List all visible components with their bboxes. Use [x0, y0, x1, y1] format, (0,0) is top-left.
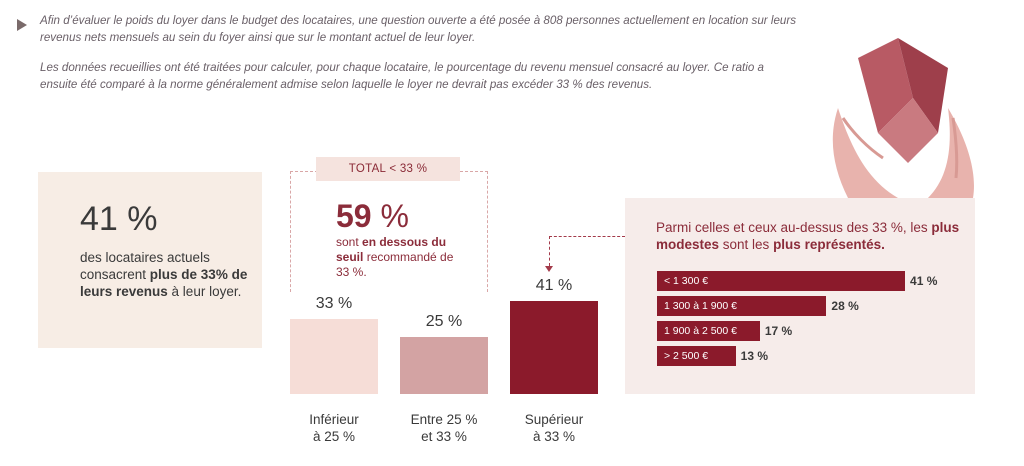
connector-line	[549, 236, 625, 237]
title-part: sont les	[719, 237, 774, 252]
income-bar: 1 300 à 1 900 €	[657, 296, 827, 316]
intro-paragraph-1: Afin d’évaluer le poids du loyer dans le…	[40, 14, 797, 44]
total-tag: TOTAL < 33 %	[316, 157, 460, 181]
summary-panel	[38, 172, 262, 348]
income-breakdown-title: Parmi celles et ceux au-dessus des 33 %,…	[656, 219, 966, 253]
income-bar-value: 28 %	[831, 299, 859, 313]
category-label: Entre 25 % et 33 %	[410, 412, 478, 444]
summary-text-part: des locataires actuels consacrent	[80, 250, 210, 282]
intro-text: Afin d’évaluer le poids du loyer dans le…	[40, 12, 800, 106]
category-label: Inférieur à 25 %	[309, 412, 359, 444]
summary-text: des locataires actuels consacrent plus d…	[80, 249, 250, 300]
category-label: Supérieur à 33 %	[524, 412, 584, 444]
income-bar: 1 900 à 2 500 €	[657, 321, 760, 341]
summary-text-part: à leur loyer.	[167, 284, 242, 299]
income-bar-value: 13 %	[740, 349, 768, 363]
summary-text-bold: plus de 33% de leurs revenus	[80, 267, 248, 299]
arrow-down-icon	[545, 266, 553, 272]
title-bold: plus représentés.	[773, 237, 885, 252]
below-threshold-text: sont en dessous du seuil recommandé de 3…	[336, 235, 461, 280]
empty-wallet-illustration	[832, 38, 974, 198]
income-bar: < 1 300 €	[657, 271, 906, 291]
income-bar-value: 17 %	[764, 324, 793, 338]
title-bold: plus modestes	[656, 220, 960, 252]
income-bar-value: 41 %	[910, 274, 938, 288]
below-threshold-text-bold: en dessous du seuil	[336, 235, 447, 264]
connector-line	[549, 236, 550, 266]
summary-value: 41 %	[80, 200, 158, 238]
intro-paragraph-2: Les données recueillies ont été traitées…	[40, 61, 764, 91]
bar-value-label: 41 %	[535, 276, 573, 294]
income-bar: > 2 500 €	[657, 346, 736, 366]
bar	[400, 337, 488, 394]
bar	[510, 300, 598, 394]
bar	[290, 318, 378, 394]
bar-value-label: 25 %	[425, 313, 463, 330]
below-threshold-text-part: recommandé de 33 %.	[336, 250, 454, 279]
below-threshold-sign: %	[371, 198, 409, 234]
below-threshold-text-part: sont	[336, 235, 363, 249]
below-threshold-number: 59	[336, 198, 372, 234]
bar-value-label: 33 %	[315, 294, 353, 312]
below-threshold-value: 59 %	[336, 198, 409, 235]
title-part: Parmi celles et ceux au-dessus des 33 %,…	[656, 220, 932, 235]
play-arrow-icon	[17, 19, 27, 31]
